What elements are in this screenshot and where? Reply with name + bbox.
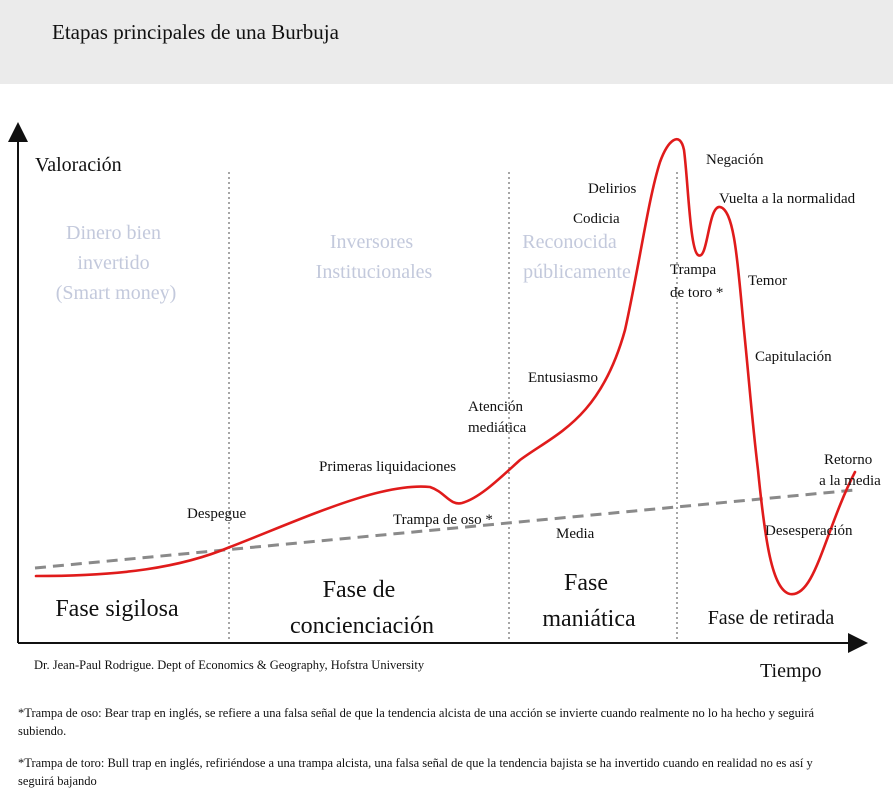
event-return-normal: Vuelta a la normalidad xyxy=(719,191,856,207)
footnote-bull-trap: *Trampa de toro: Bull trap en inglés, re… xyxy=(18,756,813,788)
event-mean: Media xyxy=(556,526,595,542)
event-return-mean: Retorno a la media xyxy=(819,452,881,489)
phase-label-blowoff: Fase de retirada xyxy=(708,607,835,629)
y-axis-label: Valoración xyxy=(35,154,122,176)
investor-label-institutional: Inversores Institucionales xyxy=(316,231,433,283)
x-axis-label: Tiempo xyxy=(760,660,822,682)
event-despair: Desesperación xyxy=(765,523,853,539)
page-title: Etapas principales de una Burbuja xyxy=(52,20,339,44)
footnote-bear-trap: *Trampa de oso: Bear trap en inglés, se … xyxy=(18,706,815,738)
investor-label-smart-money: Dinero bien invertido (Smart money) xyxy=(56,222,177,304)
investor-label-public: Reconocida públicamente xyxy=(522,231,631,283)
bubble-curve xyxy=(34,137,857,596)
event-enthusiasm: Entusiasmo xyxy=(528,370,598,386)
event-bull-trap: Trampa de toro * xyxy=(670,262,723,301)
event-takeoff: Despegue xyxy=(187,506,246,522)
event-first-selloff: Primeras liquidaciones xyxy=(319,459,456,475)
phase-label-mania: Fase maniática xyxy=(542,570,636,632)
event-greed: Codicia xyxy=(573,211,620,227)
phase-label-awareness: Fase de concienciación xyxy=(290,577,434,639)
phase-label-stealth: Fase sigilosa xyxy=(55,596,179,622)
event-media-attention: Atención mediática xyxy=(468,399,527,436)
header-band xyxy=(0,0,893,84)
mean-line xyxy=(34,488,856,570)
credit-line: Dr. Jean-Paul Rodrigue. Dept of Economic… xyxy=(34,658,425,672)
event-delusion: Delirios xyxy=(588,181,636,197)
event-capitulation: Capitulación xyxy=(755,349,832,365)
event-denial: Negación xyxy=(706,152,764,168)
event-fear: Temor xyxy=(748,273,787,289)
event-bear-trap: Trampa de oso * xyxy=(393,512,493,528)
